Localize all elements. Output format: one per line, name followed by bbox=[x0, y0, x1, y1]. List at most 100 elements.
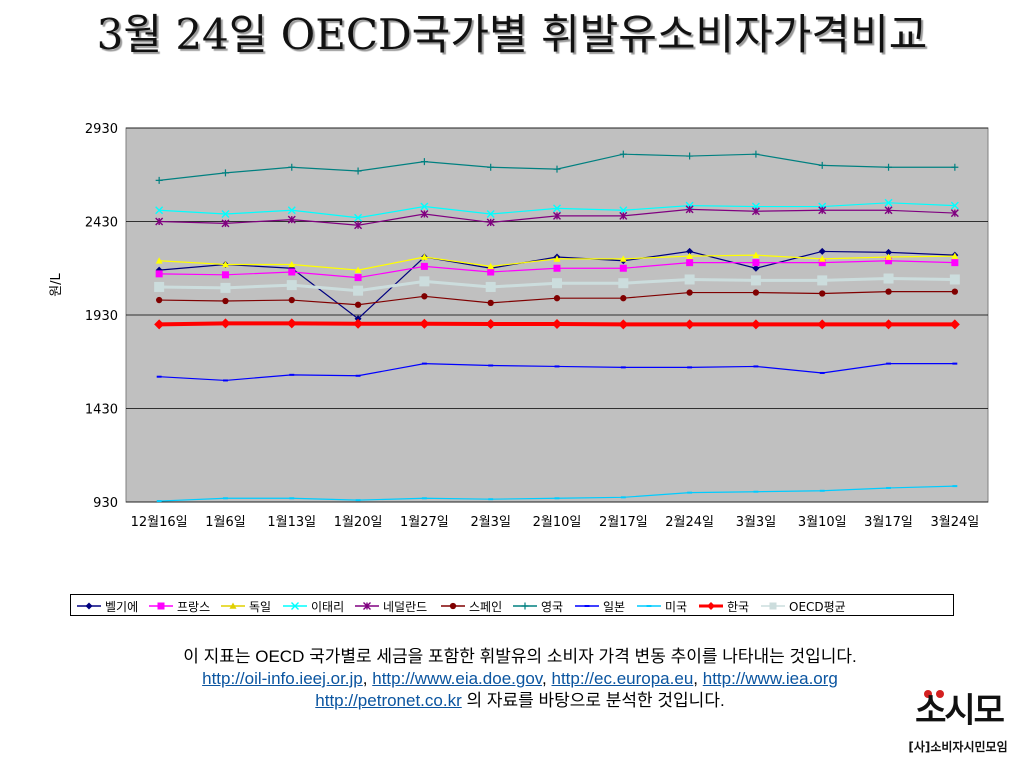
organization-logo: 소시모 [사]소비자시민모임 bbox=[896, 688, 1020, 764]
data-point bbox=[686, 289, 693, 296]
separator: , bbox=[362, 669, 368, 688]
note-suffix: 의 자료를 바탕으로 분석한 것입니다. bbox=[461, 691, 725, 710]
link-eia[interactable]: http://www.eia.doe.gov bbox=[372, 669, 543, 688]
data-point bbox=[287, 206, 296, 215]
data-point bbox=[884, 198, 893, 207]
data-point bbox=[950, 209, 959, 218]
data-point bbox=[222, 297, 229, 305]
data-point bbox=[684, 319, 695, 330]
link-iea[interactable]: http://www.iea.org bbox=[702, 669, 838, 688]
data-point bbox=[420, 210, 429, 219]
data-point bbox=[354, 167, 362, 175]
link-ieej[interactable]: http://oil-info.ieej.or.jp bbox=[202, 669, 363, 688]
data-point bbox=[353, 285, 364, 296]
data-point bbox=[686, 152, 694, 160]
link-ec-europa[interactable]: http://ec.europa.eu bbox=[551, 669, 694, 688]
data-point bbox=[619, 255, 627, 262]
data-point bbox=[951, 252, 959, 259]
y-tick-label: 930 bbox=[93, 496, 118, 511]
line-chart: 930 1430 1930 2430 2930 12월16일 1월6일 1월13일 1월20일… bbox=[49, 122, 989, 530]
data-point bbox=[154, 319, 165, 330]
data-point bbox=[221, 261, 229, 268]
data-point bbox=[553, 264, 561, 272]
data-point bbox=[553, 255, 561, 262]
logo-text: [사]소비자시민모임 bbox=[908, 740, 1008, 754]
data-point bbox=[707, 602, 715, 610]
data-point bbox=[288, 296, 295, 304]
y-tick-label: 1930 bbox=[85, 309, 118, 324]
data-point bbox=[154, 281, 165, 292]
legend-label: 일본 bbox=[603, 600, 625, 614]
data-point bbox=[951, 288, 958, 295]
data-point bbox=[449, 602, 457, 610]
data-point bbox=[618, 319, 629, 330]
data-point bbox=[220, 282, 231, 293]
data-point bbox=[885, 253, 893, 260]
x-tick-label: 1월20일 bbox=[334, 515, 383, 530]
data-point bbox=[552, 318, 562, 329]
data-point bbox=[885, 257, 893, 265]
logo-dots-icon bbox=[924, 690, 944, 698]
data-point bbox=[354, 315, 362, 323]
x-tick-label: 1월27일 bbox=[400, 515, 449, 530]
data-point bbox=[619, 264, 627, 272]
data-point bbox=[950, 201, 959, 210]
data-point bbox=[752, 264, 760, 272]
data-point bbox=[752, 289, 760, 296]
series-프랑스 bbox=[155, 257, 959, 282]
data-point bbox=[288, 268, 296, 276]
chart-legend: 벨기에 프랑스 독일 이태리 네덜란드 스페인 영국 일본 미국 한국 OECD평균 bbox=[70, 594, 954, 616]
data-point bbox=[486, 218, 495, 227]
data-point bbox=[818, 161, 826, 169]
logo-mark: 소시모 bbox=[915, 691, 1005, 731]
data-point bbox=[817, 275, 828, 286]
data-point bbox=[354, 266, 362, 273]
data-point bbox=[885, 248, 893, 256]
data-point bbox=[819, 290, 826, 297]
data-point bbox=[949, 319, 960, 330]
series-영국 bbox=[155, 150, 959, 184]
data-point bbox=[291, 602, 299, 610]
series-한국 bbox=[154, 318, 960, 330]
legend-entry: 벨기에 bbox=[77, 600, 138, 614]
data-point bbox=[752, 150, 760, 158]
separator: , bbox=[542, 669, 547, 688]
data-point bbox=[750, 275, 761, 286]
data-point bbox=[684, 274, 695, 285]
data-point bbox=[686, 259, 694, 267]
data-point bbox=[752, 251, 760, 258]
y-tick-label: 2430 bbox=[85, 216, 118, 231]
series-네덜란드 bbox=[155, 205, 959, 230]
data-point bbox=[521, 602, 529, 610]
data-point bbox=[619, 150, 627, 158]
y-tick-label: 2930 bbox=[85, 122, 118, 137]
data-point bbox=[686, 247, 694, 255]
data-point bbox=[157, 602, 165, 610]
data-point bbox=[155, 217, 164, 226]
x-tick-label: 3월3일 bbox=[736, 515, 776, 530]
data-point bbox=[553, 295, 561, 302]
data-point bbox=[883, 273, 894, 284]
data-point bbox=[354, 213, 363, 222]
data-point bbox=[288, 261, 296, 268]
data-point bbox=[885, 163, 893, 171]
data-point bbox=[620, 295, 627, 302]
data-point bbox=[885, 288, 892, 295]
link-petronet[interactable]: http://petronet.co.kr bbox=[315, 691, 462, 710]
note-line-1: 이 지표는 OECD 국가별로 세금을 포함한 휘발유의 소비자 가격 변동 추… bbox=[183, 647, 857, 666]
legend-entry: 일본 bbox=[575, 600, 625, 614]
legend-label: 영국 bbox=[541, 600, 563, 614]
series-독일 bbox=[155, 251, 959, 273]
legend-label: 이태리 bbox=[311, 600, 344, 614]
x-tick-label: 1월6일 bbox=[205, 515, 245, 530]
data-point bbox=[419, 318, 430, 329]
data-point bbox=[420, 202, 429, 211]
legend-label: 독일 bbox=[249, 600, 271, 614]
legend-entry: 영국 bbox=[513, 600, 563, 614]
legend-entry: 독일 bbox=[221, 600, 271, 614]
data-point bbox=[751, 207, 760, 216]
data-point bbox=[354, 301, 362, 308]
data-point bbox=[155, 176, 163, 184]
data-point bbox=[354, 274, 362, 282]
data-point bbox=[156, 296, 163, 304]
